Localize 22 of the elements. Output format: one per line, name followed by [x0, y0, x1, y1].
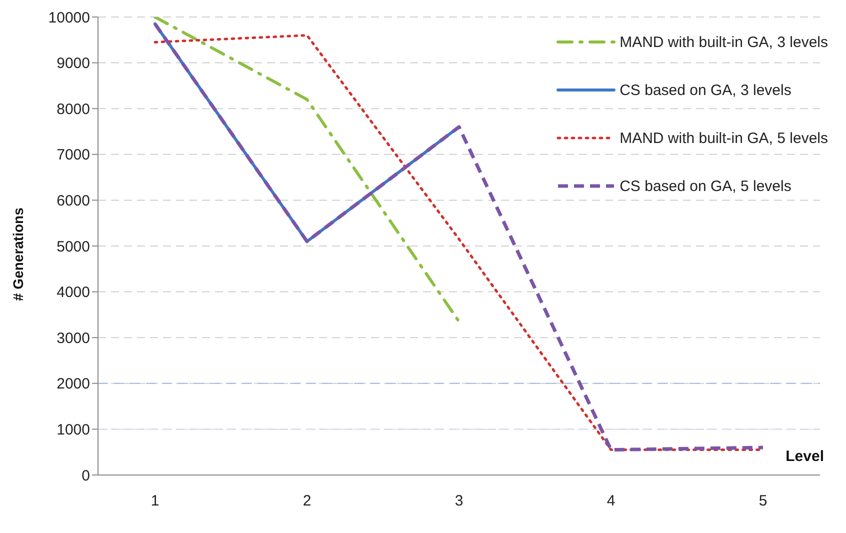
- y-tick-label: 8000: [56, 100, 90, 118]
- x-tick-label: 2: [302, 492, 312, 510]
- y-tick-label: 6000: [56, 192, 90, 210]
- y-tick-label: 7000: [56, 146, 90, 164]
- legend-label: MAND with built-in GA, 5 levels: [620, 130, 828, 146]
- x-tick-label: 4: [606, 492, 616, 510]
- x-tick-label: 3: [454, 492, 464, 510]
- y-tick-label: 5000: [56, 238, 90, 256]
- y-tick-label: 1000: [56, 422, 90, 439]
- x-tick-label: 5: [758, 492, 768, 510]
- x-axis-title: Level: [786, 448, 824, 465]
- y-axis-title: # Generations: [10, 207, 26, 301]
- y-tick-label: 3000: [56, 330, 90, 347]
- legend-label: CS based on GA, 5 levels: [620, 178, 792, 194]
- y-tick-label: 9000: [56, 55, 90, 72]
- y-tick-label: 2000: [56, 376, 90, 393]
- legend-label: MAND with built-in GA, 3 levels: [620, 34, 828, 50]
- y-tick-label: 4000: [56, 284, 90, 302]
- y-tick-label: 0: [82, 467, 90, 484]
- legend-label: CS based on GA, 3 levels: [620, 82, 792, 98]
- x-tick-label: 1: [150, 492, 160, 510]
- y-tick-label: 10000: [48, 9, 90, 26]
